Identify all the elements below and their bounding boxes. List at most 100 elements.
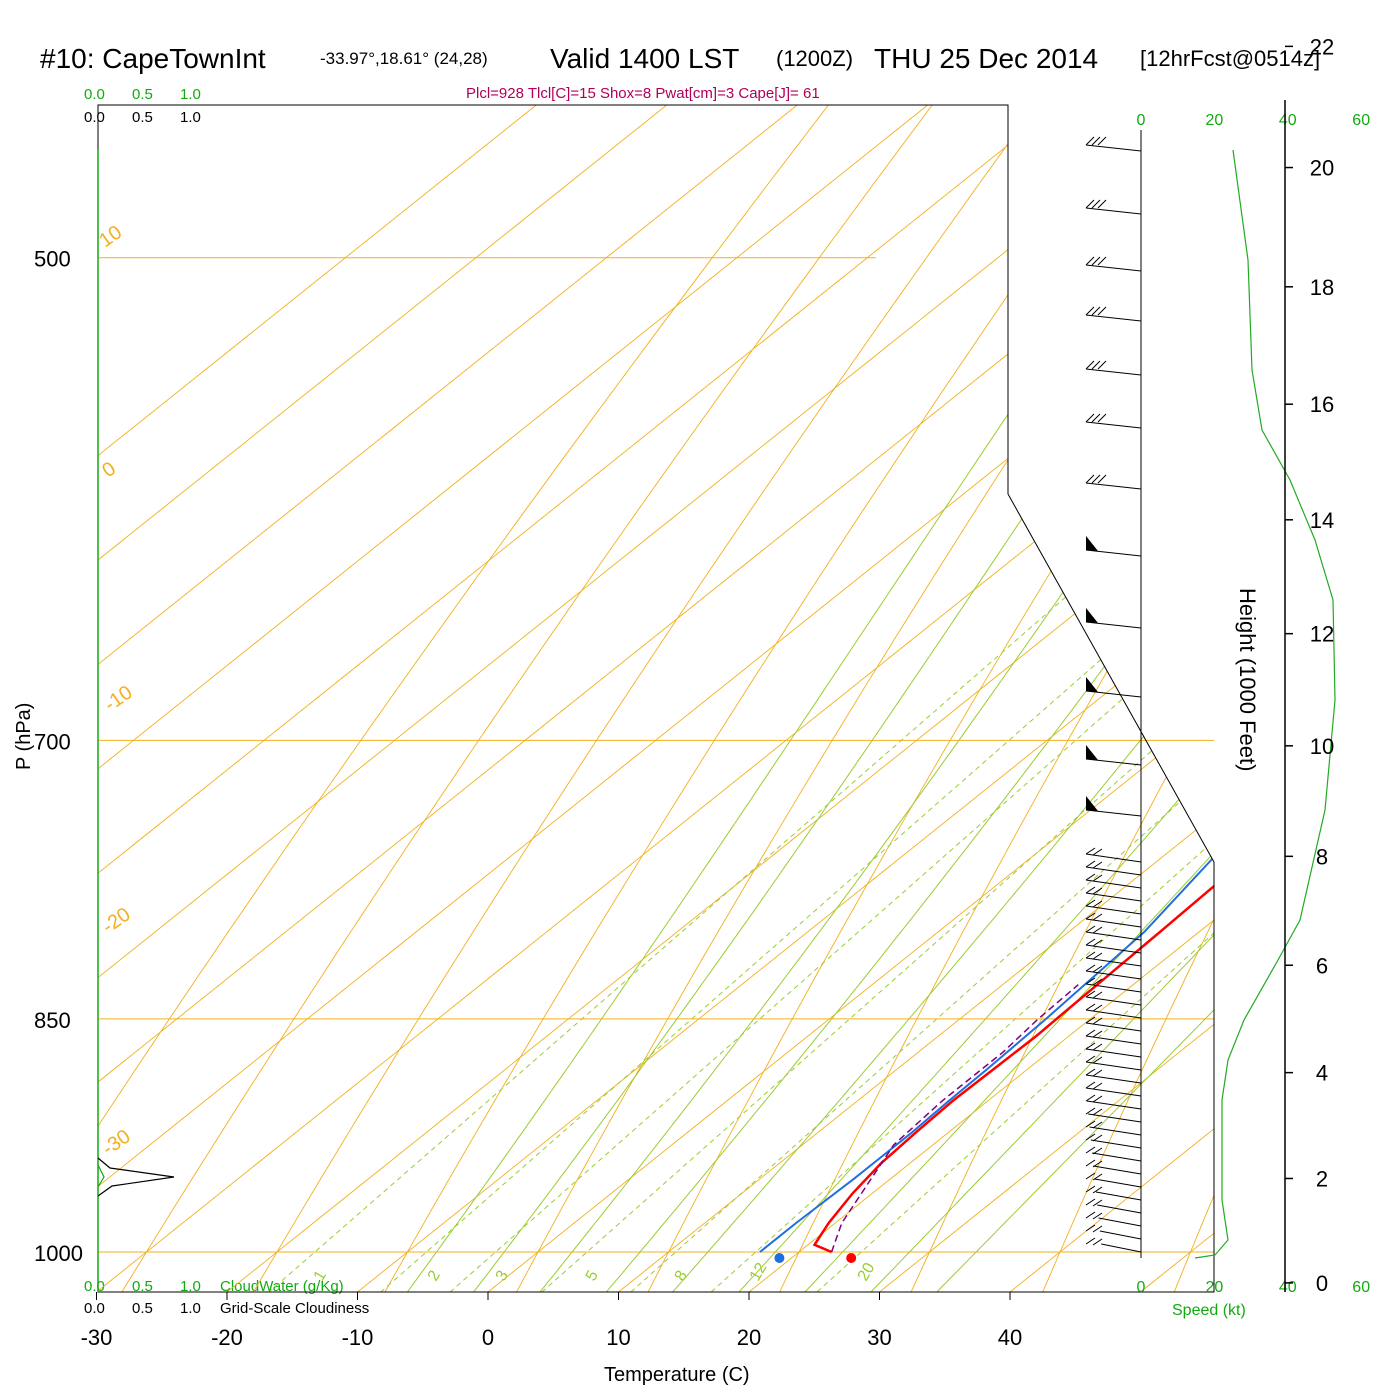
wind-barb-shaft xyxy=(1085,957,1142,967)
wind-barb-shaft xyxy=(1089,1126,1142,1136)
isotherm-line xyxy=(98,105,1214,1292)
mixing-ratio-line xyxy=(677,105,1214,1292)
wind-barb-feather xyxy=(1092,1082,1103,1090)
wind-barb-feather xyxy=(1085,1003,1096,1011)
temperature-tick-label: 10 xyxy=(606,1325,630,1350)
isotherm-line xyxy=(319,105,1214,1292)
isotherm-line xyxy=(98,105,1214,1292)
dry-adiabat-line xyxy=(632,105,1214,1292)
temperature-tick-label: -10 xyxy=(342,1325,374,1350)
wind-barb-feather xyxy=(1097,474,1107,484)
wind-barb-shaft xyxy=(1092,1152,1142,1162)
station-title: #10: CapeTownInt xyxy=(40,43,266,74)
wind-barb-shaft xyxy=(1101,1243,1142,1253)
wind-barb-feather xyxy=(1085,912,1096,920)
height-tick-label: 2 xyxy=(1316,1166,1328,1191)
wind-barb-shaft xyxy=(1085,983,1142,993)
isotherm-label: -10 xyxy=(100,681,136,716)
surface-temp-marker xyxy=(846,1253,857,1263)
wind-barb-feather xyxy=(1092,1173,1103,1181)
wind-barb-shaft xyxy=(1085,421,1142,429)
cw-tick-top-0: 0.0 xyxy=(84,86,105,103)
height-tick-label: 22 xyxy=(1310,34,1334,59)
wind-barb-feather xyxy=(1092,1147,1103,1155)
speed-tick-top: 40 xyxy=(1279,112,1297,129)
wind-barb-feather xyxy=(1092,848,1103,856)
valid-time: Valid 1400 LST xyxy=(550,43,739,74)
wind-barb-feather xyxy=(1097,136,1107,146)
wind-barb-feather xyxy=(1092,913,1103,921)
wind-barb-feather xyxy=(1097,413,1107,423)
moist-adiabat-line xyxy=(515,105,1214,1292)
mixing-ratio-line xyxy=(596,105,1214,1292)
wind-barb-shaft xyxy=(1088,1113,1142,1123)
wind-barb-feather xyxy=(1085,847,1096,855)
wind-barb-feather xyxy=(1092,1056,1103,1064)
wind-barb-shaft xyxy=(1085,207,1142,215)
wind-barb-feather xyxy=(1085,1055,1096,1063)
dry-adiabat-line xyxy=(1161,105,1214,1292)
isotherm-line xyxy=(711,105,1214,1292)
wind-barb-feather xyxy=(1091,413,1101,423)
wind-barb-feather xyxy=(1091,256,1101,266)
mixing-ratio-label: 3 xyxy=(493,1268,512,1284)
wind-barb-shaft xyxy=(1085,549,1142,557)
wind-barb-feather xyxy=(1085,899,1096,907)
moist-adiabat-line xyxy=(645,105,1214,1292)
wind-barb-shaft xyxy=(1085,1022,1142,1032)
mixing-ratio-line xyxy=(783,105,1214,1292)
wind-barb-feather xyxy=(1085,1211,1096,1219)
wind-barb-feather xyxy=(1091,136,1101,146)
isotherm-line xyxy=(98,105,1214,1292)
wind-barb-feather xyxy=(1085,1133,1096,1141)
wind-barb-shaft xyxy=(1093,1165,1142,1175)
isotherm-line xyxy=(98,105,1214,1292)
height-axis: 02468101214161820222426283032 xyxy=(1285,34,1334,1296)
wind-barb-feather xyxy=(1085,1198,1096,1206)
wind-barb-feather xyxy=(1085,938,1096,946)
sounding-profiles xyxy=(759,105,1214,1263)
height-tick-label: 16 xyxy=(1310,392,1334,417)
wind-barb-feather xyxy=(1097,256,1107,266)
wind-barb-shaft xyxy=(1090,1139,1142,1149)
wind-barb-feather xyxy=(1085,474,1095,484)
isotherm-label: 10 xyxy=(95,221,126,252)
isotherm-label: 0 xyxy=(98,458,120,482)
wind-barb-shaft xyxy=(1095,1191,1142,1201)
temperature-tick-label: 40 xyxy=(998,1325,1022,1350)
mixing-ratio-label: 2 xyxy=(425,1268,444,1284)
wind-barb-shaft xyxy=(1085,970,1142,980)
wind-barb-feather xyxy=(1085,199,1095,209)
speed-tick-bottom: 0 xyxy=(1137,1279,1146,1296)
wind-barb-feather xyxy=(1085,951,1096,959)
temperature-tick-label: 30 xyxy=(867,1325,891,1350)
wind-barb-shaft xyxy=(1085,931,1142,941)
wind-speed-line xyxy=(1194,149,1336,1259)
wind-barb-feather xyxy=(1092,887,1103,895)
wind-barb-feather xyxy=(1092,965,1103,973)
wind-barb-pennant xyxy=(1086,745,1098,760)
mixing-ratio-label: 12 xyxy=(747,1260,771,1284)
wind-barb-feather xyxy=(1085,1068,1096,1076)
wind-barb-feather xyxy=(1092,978,1103,986)
isotherm-line xyxy=(972,105,1214,1292)
wind-barb-feather xyxy=(1092,939,1103,947)
wind-barb-shaft xyxy=(1085,996,1142,1006)
wind-barb-feather xyxy=(1092,1069,1103,1077)
wind-barb-feather xyxy=(1092,1212,1103,1220)
wind-barb-feather xyxy=(1085,990,1096,998)
wind-barb-shaft xyxy=(1085,905,1142,915)
station-coords: -33.97°,18.61° (24,28) xyxy=(320,49,488,68)
wind-barb-shaft xyxy=(1085,482,1142,490)
moist-adiabat-line xyxy=(384,105,1214,1292)
wind-barb-feather xyxy=(1085,977,1096,985)
wind-barb-feather xyxy=(1092,952,1103,960)
wind-barb-feather xyxy=(1092,1043,1103,1051)
forecast-info: [12hrFcst@0514z] xyxy=(1140,46,1320,71)
wind-barb-shaft xyxy=(1085,1009,1142,1019)
isotherm-label: 0 xyxy=(1005,323,1027,347)
wind-barb-shaft xyxy=(1085,918,1142,928)
wind-barb-feather xyxy=(1085,1094,1096,1102)
wind-barb-shaft xyxy=(1099,1230,1142,1240)
